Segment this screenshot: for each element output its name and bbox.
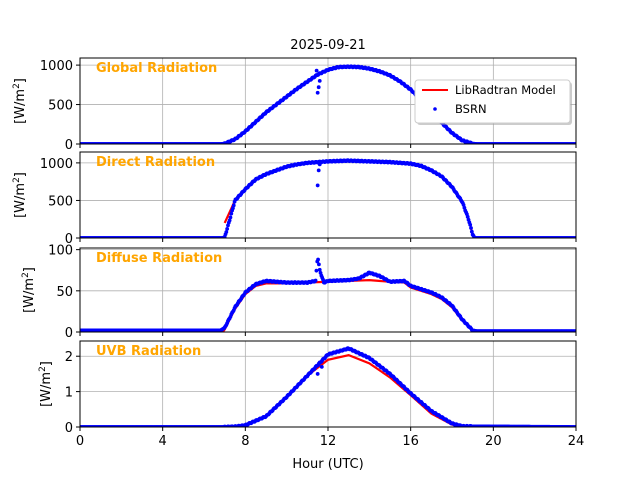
legend: LibRadtran Model BSRN [414, 79, 572, 125]
x-tick-label: 8 [241, 434, 249, 449]
y-tick-label: 2 [65, 350, 73, 365]
bsrn-outlier-point [315, 183, 320, 188]
y-axis-label: [W/m2] [12, 172, 28, 218]
panel-title: Diffuse Radiation [96, 251, 222, 266]
y-tick-label: 1000 [40, 157, 73, 172]
x-tick-label: 4 [159, 434, 167, 449]
y-axis-label: [W/m2] [38, 361, 54, 407]
bsrn-outlier-point [316, 168, 321, 173]
bsrn-point [317, 262, 321, 267]
axes-frame [79, 57, 577, 145]
panel-title: Global Radiation [96, 61, 217, 76]
bsrn-point [469, 229, 474, 234]
bsrn-point [227, 218, 232, 223]
model-line [221, 279, 478, 332]
legend-model-label: LibRadtran Model [455, 83, 556, 97]
y-tick-label: 0 [65, 326, 73, 341]
y-tick-label: 1000 [40, 59, 73, 74]
y-axis-label: [W/m2] [12, 78, 28, 124]
bsrn-point [469, 226, 473, 230]
legend-bsrn-swatch [433, 107, 437, 111]
y-tick-label: 500 [48, 194, 73, 209]
axes-frame [79, 151, 577, 239]
bsrn-outlier-point [315, 90, 320, 95]
x-tick-label: 24 [568, 434, 585, 449]
bsrn-outlier-point [319, 364, 324, 369]
y-tick-label: 100 [48, 244, 73, 259]
panel-direct-radiation: 0 500 1000 Direct Radiation [W/m2] [12, 151, 577, 247]
bsrn-point [231, 203, 236, 208]
panel-diffuse-radiation: 0 50 100 Diffuse Radiation [W/m2] [21, 244, 577, 341]
bsrn-point [224, 230, 229, 234]
legend-bsrn-label: BSRN [455, 102, 487, 116]
bsrn-point [317, 267, 322, 272]
axes-frame [79, 340, 577, 428]
x-axis-label: Hour (UTC) [292, 457, 363, 472]
y-axis-label: [W/m2] [21, 267, 37, 313]
panel-global-radiation: 0 500 1000 Global Radiation [W/m2] [12, 57, 577, 153]
bsrn-point [314, 268, 319, 273]
x-tick-label: 0 [76, 434, 84, 449]
bsrn-point [228, 215, 233, 220]
bsrn-point [468, 222, 473, 227]
y-tick-label: 1 [65, 386, 73, 401]
y-tick-label: 0 [65, 232, 73, 247]
figure-title: 2025-09-21 [290, 38, 366, 53]
bsrn-point [316, 257, 320, 262]
panel-title: UVB Radiation [96, 344, 201, 359]
y-tick-label: 0 [65, 138, 73, 153]
bsrn-point [321, 277, 325, 282]
bsrn-outlier-point [316, 85, 321, 90]
bsrn-point [225, 227, 230, 231]
axes-frame [79, 247, 577, 333]
bsrn-outlier-point [314, 68, 319, 73]
x-tick-label: 12 [320, 434, 337, 449]
y-tick-label: 50 [56, 285, 73, 300]
panel-title: Direct Radiation [96, 155, 215, 170]
bsrn-outlier-point [315, 372, 320, 376]
bsrn-point [461, 203, 466, 207]
bsrn-point [465, 214, 470, 219]
x-tick-label: 16 [402, 434, 419, 449]
x-tick-label: 20 [485, 434, 502, 449]
y-tick-label: 500 [48, 99, 73, 114]
bsrn-point [229, 211, 234, 216]
bsrn-outlier-point [317, 78, 322, 83]
bsrn-outlier-point [317, 162, 322, 167]
bsrn-point [313, 278, 318, 283]
y-tick-label: 0 [65, 421, 73, 436]
